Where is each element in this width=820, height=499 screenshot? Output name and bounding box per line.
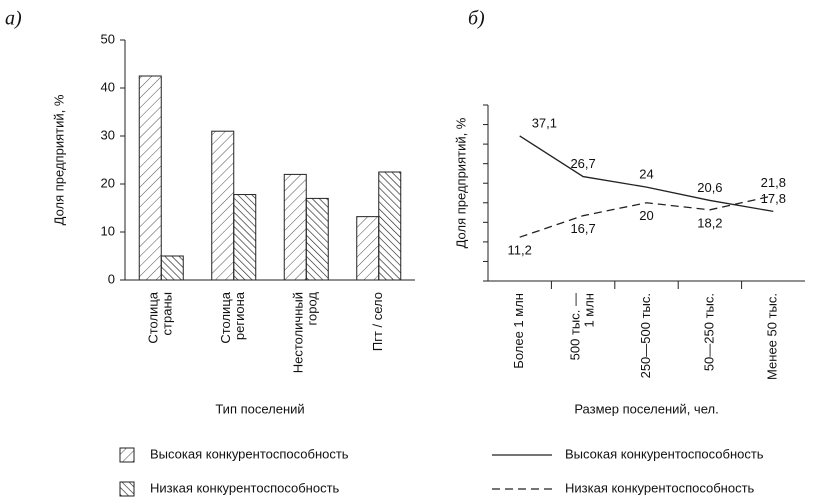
data-label: 20,6	[697, 180, 722, 195]
legend-swatch	[119, 447, 135, 463]
legend-swatch	[119, 481, 135, 497]
bar	[356, 216, 380, 281]
series-line	[519, 195, 774, 238]
x-tick-label: Нестоличный	[291, 292, 306, 373]
x-axis-label: Тип поселений	[215, 401, 304, 416]
x-tick-label: Менее 50 тыс.	[765, 293, 780, 380]
x-tick-label: 1 млн	[582, 293, 597, 328]
x-tick-label: Столица	[146, 291, 161, 343]
y-tick-label: 0	[108, 271, 115, 286]
y-axis-label: Доля предприятий, %	[51, 94, 66, 225]
y-axis-label: Доля предприятий, %	[453, 117, 468, 248]
x-tick-label: 50—250 тыс.	[701, 293, 716, 371]
bar	[283, 173, 307, 281]
x-tick-label: 250—500 тыс.	[638, 293, 653, 378]
x-tick-label: 500 тыс. —	[568, 293, 583, 360]
legend-label: Низкая конкурентоспособность	[565, 480, 755, 495]
data-label: 18,2	[697, 215, 722, 230]
legend-label: Высокая конкурентоспособность	[150, 446, 349, 461]
x-tick-label: региона	[232, 291, 247, 340]
data-label: 37,1	[532, 115, 557, 130]
panel-label: б)	[468, 8, 485, 30]
x-tick-label: Более 1 млн	[511, 293, 526, 369]
y-tick-label: 10	[101, 223, 115, 238]
y-tick-label: 30	[101, 127, 115, 142]
x-tick-label: город	[305, 292, 320, 326]
y-tick-label: 40	[101, 79, 115, 94]
x-axis-label: Размер поселений, чел.	[574, 401, 718, 416]
bar	[305, 197, 329, 281]
x-tick-label: Столица	[218, 291, 233, 343]
y-tick-label: 50	[101, 31, 115, 46]
data-label: 26,7	[570, 156, 595, 171]
data-label: 20	[639, 208, 653, 223]
legend-label: Высокая конкурентоспособность	[565, 446, 764, 461]
bar	[138, 75, 162, 281]
bar	[233, 194, 257, 281]
panel-label: а)	[5, 8, 22, 30]
data-label: 16,7	[570, 221, 595, 236]
data-label: 17,8	[761, 191, 786, 206]
data-label: 21,8	[761, 175, 786, 190]
data-label: 24	[639, 167, 653, 182]
x-tick-label: Пгт / село	[370, 292, 385, 351]
bar	[211, 130, 235, 281]
bar	[378, 171, 402, 281]
y-tick-label: 20	[101, 175, 115, 190]
legend-label: Низкая конкурентоспособность	[150, 480, 340, 495]
bar	[160, 255, 184, 281]
series-line	[519, 135, 774, 213]
data-label: 11,2	[508, 243, 532, 258]
x-tick-label: страны	[160, 292, 175, 335]
